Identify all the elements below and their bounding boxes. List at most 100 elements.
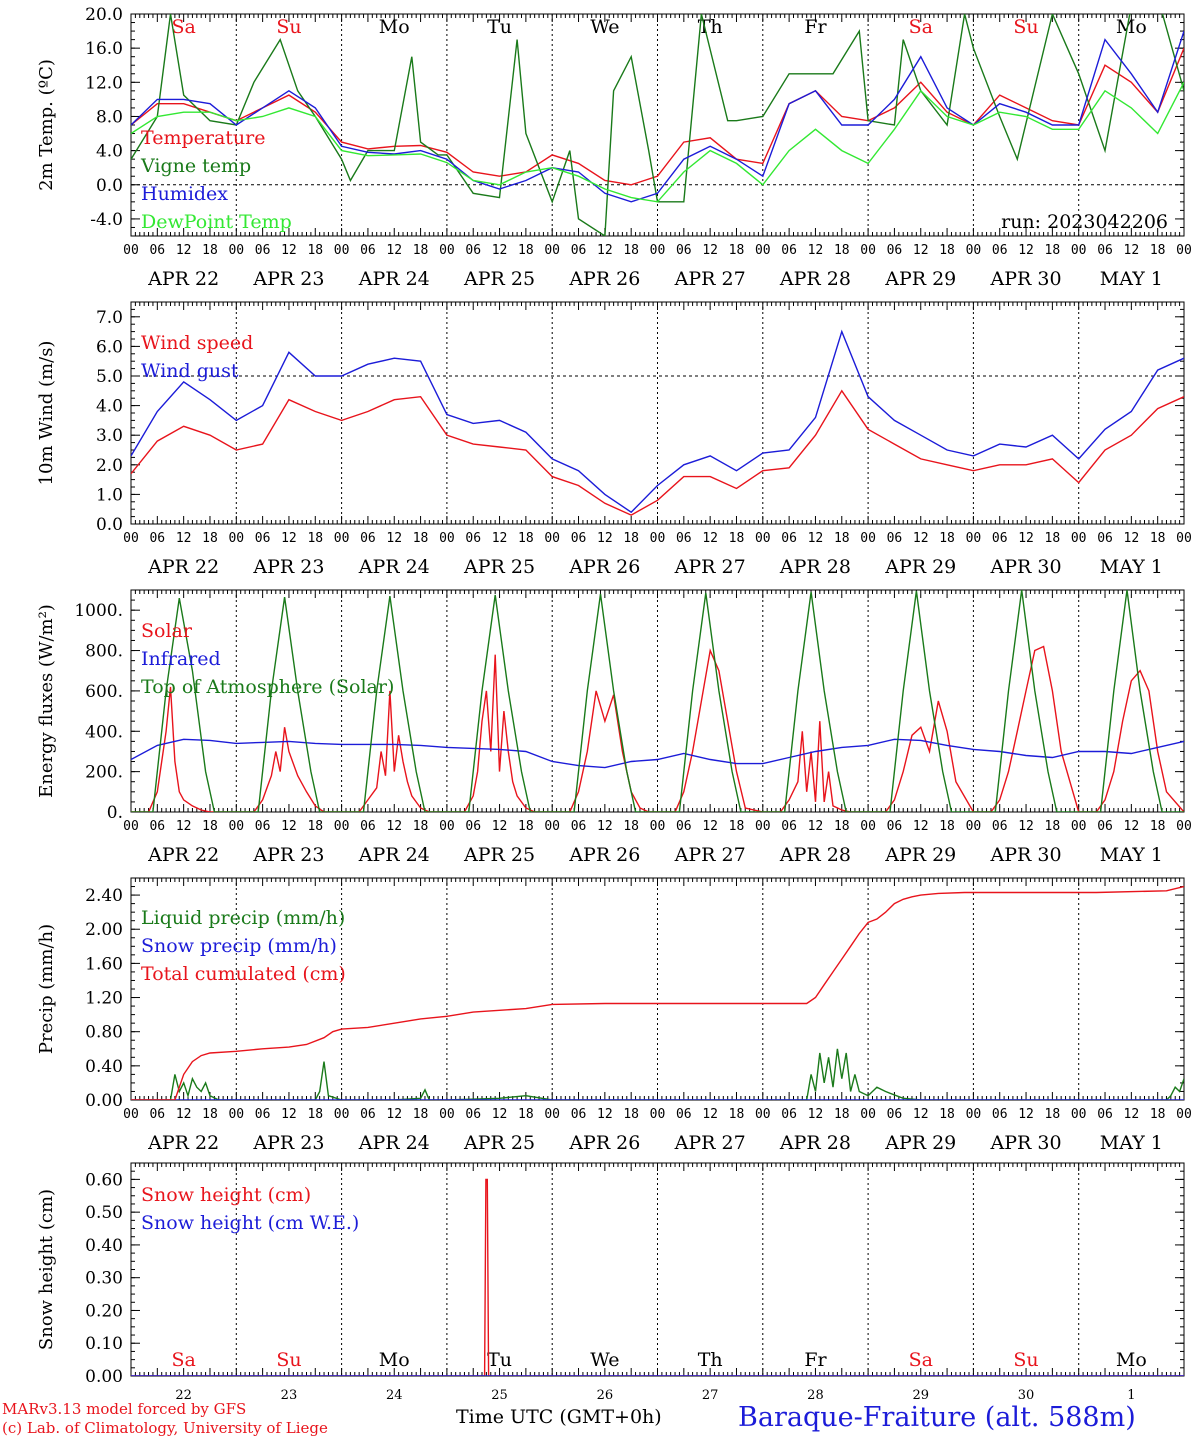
x-hour-label: 18: [834, 531, 850, 546]
x-hour-label: 06: [149, 243, 165, 258]
x-hour-label: 06: [676, 531, 692, 546]
x-hour-label: 18: [413, 819, 429, 834]
y-tick-label: 16.0: [85, 39, 123, 59]
y-tick-label: 2.00: [85, 920, 123, 940]
y-axis-title: 10m Wind (m/s): [36, 341, 57, 486]
y-tick-label: 400.: [85, 722, 123, 742]
x-hour-label: 06: [781, 819, 797, 834]
x-hour-label: 00: [860, 243, 876, 258]
x-date-label: APR 24: [358, 1132, 430, 1154]
series-line-humidex: [131, 30, 1184, 203]
x-date-label: APR 22: [147, 844, 219, 866]
x-date-label: APR 29: [884, 844, 956, 866]
x-day-number: 25: [491, 1388, 508, 1403]
series-line-vigne-temp: [131, 14, 1184, 236]
x-date-label: APR 28: [779, 1132, 851, 1154]
x-date-label: APR 25: [463, 1132, 535, 1154]
x-hour-label: 18: [518, 531, 534, 546]
x-date-label: APR 30: [990, 844, 1062, 866]
x-hour-label: 06: [676, 243, 692, 258]
y-axis-title: Precip (mm/h): [36, 924, 57, 1054]
weekday-label: Mo: [379, 1349, 410, 1371]
x-hour-label: 12: [1018, 1107, 1034, 1122]
x-hour-label: 06: [465, 1107, 481, 1122]
x-hour-label: 12: [913, 531, 929, 546]
x-hour-label: 12: [913, 243, 929, 258]
y-tick-label: 12.0: [85, 73, 123, 93]
weekday-label: Fr: [804, 1349, 827, 1371]
x-hour-label: 00: [228, 819, 244, 834]
x-hour-label: 18: [939, 819, 955, 834]
x-hour-label: 06: [255, 531, 271, 546]
x-hour-label: 00: [1071, 1107, 1087, 1122]
x-hour-label: 06: [360, 243, 376, 258]
x-day-number: 30: [1018, 1388, 1035, 1403]
x-date-label: APR 26: [568, 556, 640, 578]
x-hour-label: 00: [544, 819, 560, 834]
x-hour-label: 00: [334, 1107, 350, 1122]
x-hour-label: 12: [808, 243, 824, 258]
x-hour-label: 12: [1124, 531, 1140, 546]
x-date-label: APR 28: [779, 268, 851, 290]
weekday-label: Su: [276, 1349, 301, 1371]
y-tick-label: -4.0: [90, 210, 123, 230]
x-hour-label: 18: [413, 243, 429, 258]
x-hour-label: 06: [1097, 1107, 1113, 1122]
x-hour-label: 18: [623, 243, 639, 258]
x-hour-label: 18: [518, 243, 534, 258]
y-tick-label: 20.0: [85, 5, 123, 25]
weekday-label: Sa: [171, 1349, 195, 1371]
x-hour-label: 00: [439, 819, 455, 834]
x-hour-label: 00: [755, 531, 771, 546]
y-tick-label: 0.0: [96, 176, 123, 196]
x-date-label: APR 30: [990, 268, 1062, 290]
x-hour-label: 06: [781, 1107, 797, 1122]
x-hour-label: 00: [439, 1107, 455, 1122]
weekday-label: Tu: [487, 16, 512, 38]
x-hour-label: 06: [360, 531, 376, 546]
x-date-label: APR 28: [779, 844, 851, 866]
legend-entry: Liquid precip (mm/h): [141, 907, 345, 929]
x-hour-label: 06: [676, 819, 692, 834]
x-hour-label: 18: [729, 531, 745, 546]
x-hour-label: 12: [176, 1107, 192, 1122]
x-hour-label: 00: [334, 243, 350, 258]
x-hour-label: 12: [702, 1107, 718, 1122]
x-hour-label: 12: [176, 243, 192, 258]
station-name: Baraque-Fraiture (alt. 588m): [738, 1402, 1136, 1433]
run-annotation: run: 2023042206: [1001, 211, 1168, 233]
x-hour-label: 00: [439, 531, 455, 546]
y-tick-label: 0.30: [85, 1269, 123, 1289]
x-hour-label: 12: [597, 819, 613, 834]
x-hour-label: 18: [939, 243, 955, 258]
x-hour-label: 06: [676, 1107, 692, 1122]
weekday-label: Mo: [1116, 16, 1147, 38]
x-date-label: APR 22: [147, 268, 219, 290]
x-hour-label: 18: [518, 1107, 534, 1122]
series-line-top-of-atmosphere-solar: [131, 590, 1184, 812]
x-hour-label: 18: [1045, 1107, 1061, 1122]
x-date-label: APR 29: [884, 1132, 956, 1154]
x-hour-label: 06: [149, 819, 165, 834]
y-tick-label: 200.: [85, 763, 123, 783]
x-date-label: MAY 1: [1100, 1132, 1163, 1154]
x-hour-label: 18: [307, 531, 323, 546]
series-line-total-cumulated-cm: [131, 885, 1184, 1100]
weekday-label: Mo: [1116, 1349, 1147, 1371]
x-hour-label: 06: [887, 243, 903, 258]
y-tick-label: 0.00: [85, 1367, 123, 1387]
x-hour-label: 12: [597, 1107, 613, 1122]
x-hour-label: 18: [834, 819, 850, 834]
series-line-dewpoint-temp: [131, 81, 1184, 203]
x-hour-label: 12: [492, 243, 508, 258]
x-hour-label: 12: [913, 819, 929, 834]
x-hour-label: 00: [123, 531, 139, 546]
legend-entry: Wind gust: [141, 360, 239, 382]
x-day-number: 27: [702, 1388, 719, 1403]
weekday-label: Th: [698, 1349, 723, 1371]
x-date-label: MAY 1: [1100, 844, 1163, 866]
x-hour-label: 12: [702, 819, 718, 834]
x-date-label: APR 26: [568, 268, 640, 290]
x-hour-label: 18: [202, 243, 218, 258]
x-hour-label: 18: [202, 819, 218, 834]
